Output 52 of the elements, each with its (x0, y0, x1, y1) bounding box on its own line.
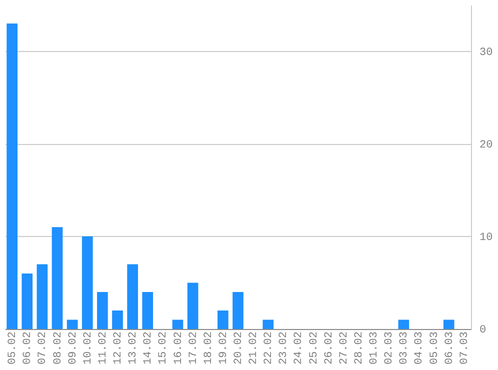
y-tick-label: 10 (480, 232, 493, 244)
y-tick-label: 30 (480, 46, 493, 59)
x-tick-label: 04.03 (414, 332, 426, 365)
bar (262, 320, 274, 329)
x-tick-label: 10.02 (82, 332, 94, 365)
x-tick-label: 15.02 (158, 332, 170, 365)
bar (52, 227, 63, 329)
x-tick-label: 20.02 (233, 332, 245, 365)
x-tick-label: 12.02 (112, 332, 125, 365)
x-tick-label: 13.02 (128, 332, 140, 365)
bar (142, 292, 154, 329)
bar (22, 273, 33, 329)
x-tick-label: 26.02 (323, 332, 336, 365)
x-tick-label: 05.03 (428, 332, 441, 365)
bar (66, 320, 78, 329)
x-tick-label: 07.03 (458, 332, 471, 365)
x-tick-label: 06.03 (444, 332, 456, 365)
x-tick-label: 08.02 (52, 332, 64, 365)
x-tick-label: 19.02 (218, 332, 230, 365)
x-tick-label: 22.02 (263, 332, 276, 365)
x-tick-label: 01.03 (368, 332, 381, 365)
bar (172, 320, 184, 329)
bar (82, 236, 93, 329)
x-tick-label: 18.02 (202, 332, 215, 365)
x-tick-label: 05.02 (7, 332, 20, 365)
x-tick-label: 14.02 (142, 332, 155, 365)
bar (218, 310, 228, 329)
x-tick-label: 21.02 (248, 332, 260, 365)
bar (6, 24, 18, 329)
x-tick-label: 28.02 (353, 332, 366, 365)
bar (232, 292, 244, 329)
bar (443, 320, 454, 329)
bar (127, 264, 138, 329)
x-tick-label: 23.02 (278, 332, 290, 365)
y-tick-label: 20 (480, 139, 493, 152)
x-tick-label: 16.02 (172, 332, 185, 365)
bar (112, 310, 123, 329)
x-tick-label: 07.02 (37, 332, 50, 365)
y-tick-label: 0 (480, 324, 486, 336)
bar (398, 320, 410, 329)
x-tick-label: 09.02 (67, 332, 80, 365)
x-tick-label: 06.02 (22, 332, 34, 365)
x-tick-label: 25.02 (308, 332, 320, 365)
x-tick-label: 02.03 (384, 332, 396, 365)
bar (187, 282, 198, 329)
x-tick-label: 11.02 (97, 332, 110, 365)
bar (36, 264, 48, 329)
x-tick-label: 27.02 (338, 332, 350, 365)
x-tick-label: 17.02 (188, 332, 200, 365)
bar (97, 292, 108, 329)
x-tick-label: 24.02 (293, 332, 306, 365)
x-tick-label: 03.03 (398, 332, 411, 365)
